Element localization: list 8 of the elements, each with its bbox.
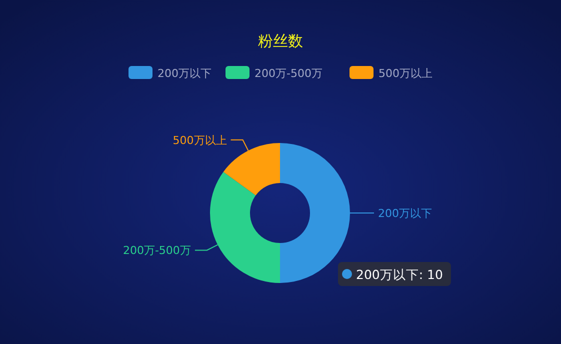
legend-label: 200万-500万 (254, 67, 322, 80)
chart-title: 粉丝数 (258, 32, 303, 50)
legend-label: 500万以上 (378, 67, 432, 80)
slice-label: 200万-500万 (122, 244, 191, 258)
annotation: 200万以下: 10 (338, 262, 451, 286)
legend-label: 200万以下 (158, 67, 212, 80)
slice-label: 200万以下 (378, 207, 432, 220)
slice-label: 500万以上 (172, 134, 227, 147)
